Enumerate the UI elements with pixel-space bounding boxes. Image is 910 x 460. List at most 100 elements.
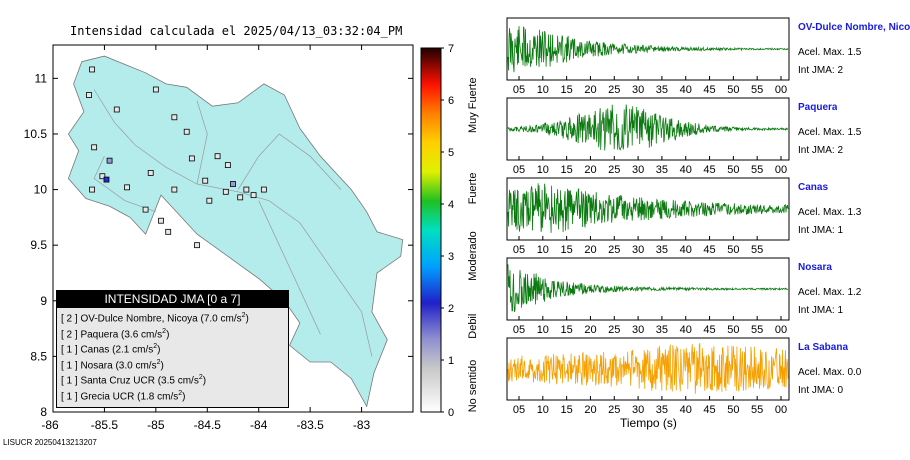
legend-row: [ 1 ] Canas (2.1 cm/s2) [57, 339, 288, 355]
trace-tick-label: 10 [537, 404, 549, 416]
station-marker [171, 114, 178, 121]
trace-tick-label: 20 [584, 244, 596, 256]
road-line [196, 100, 208, 185]
trace-line [507, 26, 789, 73]
station-marker [206, 197, 213, 204]
trace-tick-label: 25 [608, 404, 620, 416]
station-marker [222, 188, 229, 195]
trace-tick-label: 35 [656, 324, 668, 336]
trace-tick-label: 55 [751, 324, 763, 336]
trace-tick-label: 15 [561, 164, 573, 176]
trace-tick-label: 50 [727, 244, 739, 256]
station-marker [188, 155, 195, 162]
trace-tick-label: 50 [727, 164, 739, 176]
trace-tick-label: 40 [680, 404, 692, 416]
station-acel: Acel. Max. 0.0 [798, 367, 862, 378]
trace-tick-label: 00 [775, 84, 787, 96]
trace-tick-label: 35 [656, 404, 668, 416]
trace-tick-label: 30 [632, 404, 644, 416]
trace-tick-label: 25 [608, 84, 620, 96]
station-marker [250, 192, 257, 199]
map-title: Intensidad calculada el 2025/04/13_03:32… [70, 24, 403, 38]
colorbar-tick-label: 2 [448, 303, 454, 315]
trace-tick-label: 30 [632, 164, 644, 176]
trace-tick-label: 45 [703, 404, 715, 416]
legend-text: Santa Cruz UCR (3.5 cm/s [80, 375, 199, 387]
legend-close: ) [182, 390, 186, 402]
station-acel: Acel. Max. 1.5 [798, 127, 862, 138]
trace-tick-label: 05 [513, 324, 525, 336]
legend-row: [ 1 ] Grecia UCR (1.8 cm/s2) [57, 386, 288, 402]
trace-tick-label: 35 [656, 84, 668, 96]
legend-title: INTENSIDAD JMA [0 a 7] [57, 291, 288, 308]
legend-row: [ 2 ] Paquera (3.6 cm/s2) [57, 324, 288, 340]
station-marker [99, 173, 106, 180]
trace-tick-label: 10 [537, 164, 549, 176]
y-tick-label: 8 [40, 405, 47, 419]
trace-tick-label: 30 [632, 84, 644, 96]
trace-tick-label: 05 [513, 84, 525, 96]
colorbar-tick-label: 3 [448, 251, 454, 263]
trace-line [507, 264, 789, 312]
legend-rank: [ 2 ] [61, 313, 81, 325]
legend-sup: 2 [178, 389, 183, 397]
station-marker [230, 181, 236, 187]
station-marker [243, 186, 250, 193]
station-marker [86, 92, 92, 98]
trace-tick-label: 10 [537, 244, 549, 256]
station-jma: Int JMA: 1 [798, 305, 844, 316]
station-marker [124, 184, 130, 191]
station-jma: Int JMA: 2 [798, 145, 844, 156]
trace-line [507, 183, 789, 233]
trace-tick-label: 30 [632, 244, 644, 256]
station-marker [214, 153, 221, 160]
legend-text: Paquera (3.6 cm/s [80, 328, 163, 340]
time-axis-label: Tiempo (s) [620, 416, 677, 430]
colorbar-tick-label: 7 [448, 43, 454, 55]
station-acel: Acel. Max. 1.3 [798, 207, 862, 218]
legend-sup: 2 [198, 374, 203, 381]
intensity-legend: INTENSIDAD JMA [0 a 7] [ 2 ] OV-Dulce No… [56, 290, 289, 408]
station-marker [224, 162, 231, 169]
station-marker [91, 144, 98, 151]
road-line [258, 200, 321, 335]
colorbar-tick-label: 6 [448, 95, 454, 107]
trace-tick-label: 45 [703, 164, 715, 176]
station-marker [89, 186, 95, 193]
station-name: Canas [798, 182, 829, 193]
legend-row: [ 1 ] Santa Cruz UCR (3.5 cm/s2) [57, 370, 288, 386]
trace-tick-label: 20 [584, 84, 596, 96]
trace-tick-label: 15 [561, 404, 573, 416]
road-line [93, 89, 373, 357]
station-marker [152, 86, 159, 93]
legend-close: ) [245, 313, 249, 325]
y-tick-label: 10 [34, 183, 48, 197]
station-name: Nosara [798, 262, 832, 273]
trace-line [507, 104, 788, 151]
trace-tick-label: 40 [680, 84, 692, 96]
station-marker [158, 217, 164, 224]
legend-rank: [ 1 ] [61, 375, 81, 387]
station-marker [103, 176, 110, 183]
x-tick-label: -84.5 [194, 418, 222, 432]
land-mass [67, 55, 404, 408]
legend-sup: 2 [162, 327, 167, 335]
trace-tick-label: 45 [703, 244, 715, 256]
trace-tick-label: 50 [727, 84, 739, 96]
trace-tick-label: 05 [513, 244, 525, 256]
y-tick-label: 9.5 [30, 238, 47, 252]
station-marker [202, 177, 209, 184]
colorbar-tick-label: 4 [448, 199, 454, 211]
legend-close: ) [160, 359, 164, 371]
trace-panel [506, 257, 790, 321]
trace-tick-label: 40 [680, 244, 692, 256]
trace-tick-label: 15 [561, 244, 573, 256]
x-tick-label: -83 [353, 418, 371, 432]
colorbar-category: Muy Fuerte [467, 77, 479, 133]
trace-tick-label: 20 [584, 324, 596, 336]
trace-tick-label: 50 [727, 404, 739, 416]
station-acel: Acel. Max. 1.5 [798, 47, 862, 58]
legend-sup: 2 [241, 312, 246, 319]
trace-tick-label: 45 [703, 84, 715, 96]
